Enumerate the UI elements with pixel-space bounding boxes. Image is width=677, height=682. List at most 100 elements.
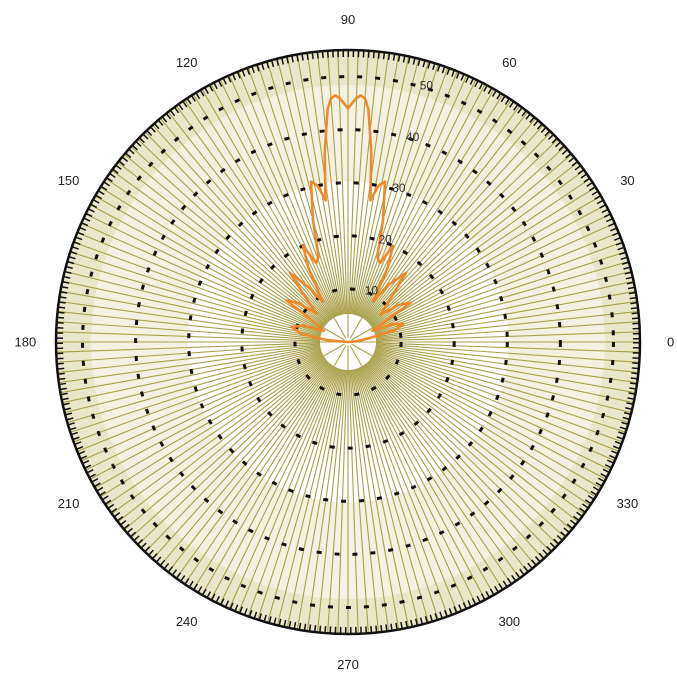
radial-spoke	[130, 360, 328, 538]
angle-tick-label: 270	[337, 657, 359, 672]
radial-spoke	[369, 153, 573, 325]
radial-spoke	[375, 310, 639, 340]
radial-spoke	[85, 213, 324, 331]
radial-spoke	[228, 75, 338, 317]
radial-spoke	[367, 138, 559, 323]
radial-spoke	[192, 365, 334, 590]
radial-spoke	[362, 365, 504, 590]
radial-tick-label: 20	[378, 232, 392, 246]
grid-ring	[134, 128, 562, 556]
angle-tick-label: 240	[176, 614, 198, 629]
radial-spoke	[100, 356, 325, 498]
polar-frame	[54, 48, 642, 636]
radial-tick-label: 40	[406, 130, 420, 144]
radial-spoke	[375, 346, 636, 394]
radial-spoke	[64, 270, 321, 336]
radial-spoke	[375, 300, 638, 339]
radial-spoke	[85, 353, 324, 471]
angle-tick-label: 330	[617, 496, 639, 511]
radial-tick-label: 10	[365, 284, 379, 298]
radial-spoke	[359, 79, 477, 318]
radial-spoke	[167, 363, 332, 573]
radial-spoke	[247, 368, 339, 617]
radial-spoke	[374, 349, 629, 424]
radial-spoke	[167, 111, 332, 321]
grid-ring	[187, 181, 509, 503]
radial-spoke	[192, 94, 334, 319]
radial-spoke	[365, 117, 537, 321]
angle-tick-label: 60	[502, 55, 516, 70]
radial-spoke	[62, 347, 321, 404]
radial-spoke	[374, 241, 623, 333]
angle-tick-label: 210	[58, 496, 80, 511]
radial-spoke	[349, 50, 369, 315]
angle-tick-label: 30	[620, 173, 634, 188]
radial-spoke	[228, 367, 338, 609]
radial-spoke	[56, 321, 321, 341]
radial-spoke	[359, 366, 477, 605]
radial-tick-labels: 10 20 30 40 50	[365, 79, 434, 298]
radial-spoke	[137, 361, 329, 546]
radial-spoke	[111, 169, 326, 326]
radial-spoke	[352, 369, 400, 630]
radial-spoke	[362, 94, 504, 319]
radial-spoke	[64, 348, 321, 414]
angle-tick-label: 150	[58, 173, 80, 188]
radial-spoke	[368, 360, 566, 538]
radial-spoke	[105, 357, 326, 506]
radial-spoke	[375, 270, 632, 336]
radial-spoke	[238, 367, 339, 613]
angle-tick-label: 90	[341, 12, 355, 27]
radial-spoke	[219, 79, 337, 318]
radial-spoke	[296, 369, 344, 630]
radial-spoke	[372, 213, 611, 331]
radial-spoke	[348, 50, 359, 315]
radial-spoke	[123, 359, 327, 531]
radial-spoke	[238, 71, 339, 317]
radial-spoke	[364, 111, 529, 321]
radial-spoke	[375, 321, 640, 341]
radial-spoke	[369, 161, 579, 326]
radial-spoke	[356, 64, 439, 316]
radial-spoke	[351, 343, 602, 489]
radial-grid-rings	[81, 75, 615, 609]
radial-spoke	[355, 368, 430, 623]
radial-spoke	[286, 369, 343, 628]
outer-tick-band	[57, 51, 639, 633]
radial-spoke	[375, 342, 640, 353]
radial-spoke	[369, 358, 579, 523]
angle-tick-label: 300	[498, 614, 520, 629]
angle-tick-label: 120	[176, 55, 198, 70]
radial-spoke	[100, 186, 325, 328]
radial-spoke	[357, 367, 458, 613]
radial-spoke	[266, 368, 341, 623]
radial-spoke	[117, 161, 327, 326]
grid-ring	[293, 287, 403, 397]
radial-spoke	[374, 251, 626, 334]
radial-spoke	[175, 364, 332, 579]
radial-spoke	[371, 356, 596, 498]
radial-spoke	[351, 369, 390, 632]
radial-spoke	[316, 369, 346, 633]
radial-spoke	[337, 50, 348, 315]
radial-spoke	[67, 349, 322, 424]
radial-spoke	[375, 343, 640, 363]
radial-spoke	[81, 222, 323, 332]
radial-spoke	[57, 310, 321, 340]
radial-spoke	[56, 342, 321, 353]
angular-tick-labels: 0 30 60 90 120 150 180 210 240 270 300 330	[14, 12, 674, 672]
grid-ring	[240, 234, 456, 450]
radial-spoke	[370, 358, 585, 515]
radial-spoke	[373, 352, 615, 462]
radial-spoke	[247, 67, 339, 316]
radial-spoke	[94, 343, 345, 489]
radial-spoke	[257, 64, 340, 316]
series-layer	[285, 94, 413, 344]
radial-spoke	[77, 351, 323, 452]
radial-spoke	[373, 351, 619, 452]
radial-spoke	[375, 347, 634, 404]
radial-spoke	[350, 369, 380, 633]
radial-spoke	[257, 368, 340, 620]
radial-spoke	[144, 361, 329, 553]
